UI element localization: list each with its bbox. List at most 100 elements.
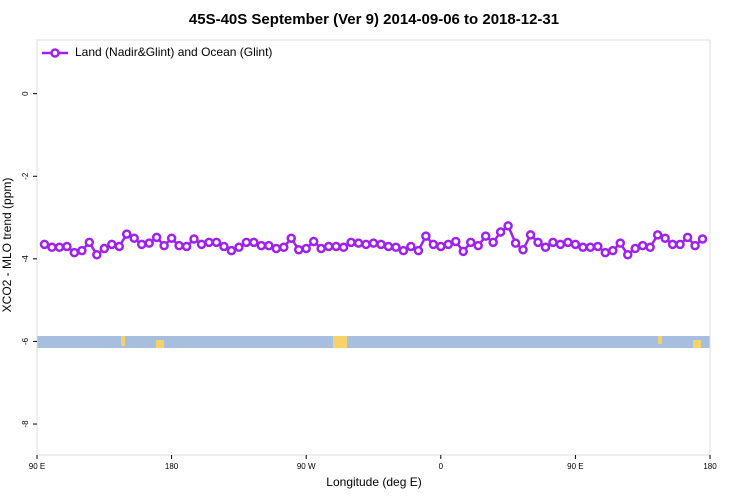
data-point (338, 242, 349, 253)
data-point (353, 238, 364, 248)
data-point (503, 221, 513, 231)
data-point (39, 239, 50, 250)
y-tick-label: -4 (21, 255, 30, 263)
y-axis-label: XCO2 - MLO trend (ppm) (0, 178, 14, 313)
ocean-strip (37, 336, 710, 348)
data-point (271, 243, 282, 254)
data-point (361, 239, 371, 250)
data-point (121, 229, 132, 239)
data-point (473, 240, 483, 251)
data-point (585, 242, 596, 253)
data-point (495, 227, 506, 237)
data-point (241, 237, 252, 248)
y-tick-label: -6 (21, 337, 30, 345)
land-patch (156, 340, 164, 348)
data-point (667, 239, 678, 250)
data-point (368, 238, 379, 248)
data-point (249, 237, 259, 248)
data-point (465, 237, 476, 248)
data-point (637, 240, 648, 251)
land-patches (121, 336, 701, 348)
data-point (510, 238, 521, 248)
land-patch (121, 336, 125, 346)
data-point (99, 243, 110, 254)
data-point (622, 249, 633, 260)
data-point (77, 245, 87, 256)
data-point (518, 245, 528, 255)
x-tick-label: 180 (165, 462, 179, 471)
data-point (151, 232, 162, 243)
data-point (376, 239, 386, 250)
data-point (682, 232, 693, 243)
data-point (443, 239, 454, 250)
data-point (391, 242, 401, 253)
data-point (219, 241, 229, 252)
data-point (47, 242, 57, 253)
data-point (286, 233, 296, 243)
chart-title: 45S-40S September (Ver 9) 2014-09-06 to … (189, 11, 559, 28)
data-point (107, 239, 117, 250)
data-point (256, 240, 267, 251)
data-point (540, 242, 551, 253)
y-tick-label: -2 (21, 172, 30, 180)
data-point (413, 245, 424, 256)
data-point (211, 237, 222, 248)
x-tick-label: 0 (439, 462, 444, 471)
data-point (660, 233, 670, 243)
data-point (690, 240, 700, 251)
land-patch (333, 336, 347, 348)
legend-label: Land (Nadir&Glint) and Ocean (Glint) (75, 45, 272, 59)
land-patch (693, 340, 701, 348)
data-point (264, 240, 274, 251)
data-point (331, 241, 341, 252)
data-point (234, 242, 244, 253)
data-point (92, 249, 102, 260)
data-point (323, 241, 334, 252)
data-point (533, 237, 543, 248)
data-point (563, 237, 573, 248)
data-point (301, 243, 311, 254)
data-point (421, 231, 431, 241)
plot-frame (36, 39, 711, 456)
data-point (608, 245, 618, 256)
data-point (458, 246, 468, 257)
data-point (548, 237, 558, 248)
data-point (166, 233, 177, 243)
data-point (383, 241, 394, 252)
data-point (436, 241, 446, 252)
data-point (181, 241, 192, 252)
data-point (189, 234, 199, 244)
data-point (293, 245, 304, 255)
data-point (555, 239, 566, 250)
data-point (480, 231, 491, 241)
x-axis-label: Longitude (deg E) (326, 475, 421, 489)
data-point (316, 243, 326, 254)
data-point (630, 243, 640, 254)
data-point (226, 245, 237, 256)
data-point (144, 238, 154, 248)
data-point (346, 237, 356, 248)
x-tick-label: 90 E (29, 462, 45, 471)
data-point (308, 236, 319, 247)
y-tick-label: 0 (21, 91, 30, 96)
data-point (204, 237, 214, 248)
data-point (84, 237, 95, 248)
land-patch (658, 336, 662, 344)
data-point (488, 237, 498, 248)
data-point (196, 239, 207, 250)
data-point (615, 238, 626, 248)
data-point (398, 245, 409, 256)
x-tick-label: 90 W (297, 462, 316, 471)
x-tick-label: 90 E (567, 462, 583, 471)
data-point (279, 242, 289, 253)
data-point (525, 230, 536, 240)
data-point (428, 239, 439, 250)
data-point (159, 240, 169, 251)
data-point (54, 242, 65, 253)
data-point (578, 242, 588, 253)
data-point (645, 242, 655, 253)
y-tick-label: -8 (21, 420, 30, 428)
data-point (114, 241, 125, 252)
data-point (129, 233, 139, 243)
